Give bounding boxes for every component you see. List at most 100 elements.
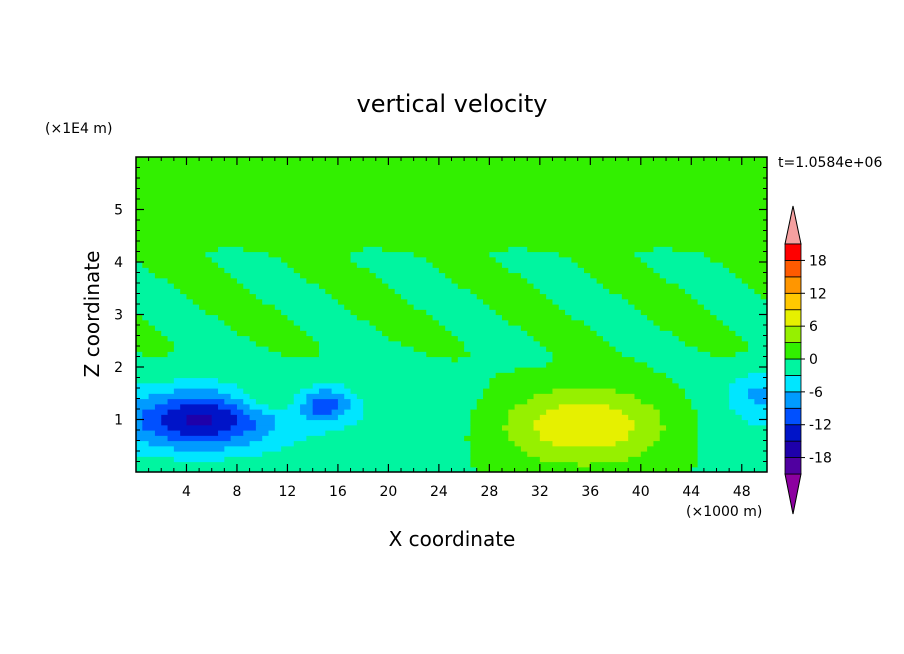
contour-cell (659, 419, 699, 426)
contour-cell (180, 403, 219, 410)
contour-cell (457, 283, 535, 289)
contour-cell (136, 172, 767, 179)
contour-cell (331, 293, 402, 300)
contour-cell (546, 293, 623, 300)
contour-cell (136, 241, 767, 247)
contour-cell (464, 435, 509, 442)
contour-cell (375, 272, 446, 279)
contour-cell (432, 314, 503, 321)
contour-cell (684, 388, 730, 394)
contour-cell (640, 398, 692, 405)
contour-cell (464, 340, 541, 347)
contour-cell (470, 430, 509, 436)
contour-cell (306, 330, 383, 337)
contour-cell (552, 440, 617, 447)
contour-cell (136, 314, 143, 321)
contour-cell (628, 430, 661, 436)
contour-cell (136, 372, 497, 379)
contour-cell (697, 419, 749, 426)
contour-cell (136, 419, 143, 426)
colorbar-band (784, 342, 802, 360)
contour-cell (230, 272, 301, 279)
contour-cell (136, 288, 181, 295)
contour-cell (344, 424, 472, 431)
contour-cell (401, 293, 478, 300)
contour-cell (306, 398, 314, 405)
contour-cell (287, 403, 301, 410)
contour-cell (659, 414, 699, 421)
contour-cell (173, 388, 219, 394)
contour-cell (161, 330, 238, 337)
contour-cell (136, 293, 188, 300)
contour-cell (136, 335, 169, 342)
contour-cell (451, 330, 528, 337)
contour-cell (729, 398, 755, 405)
contour-cell (136, 367, 516, 373)
contour-cell (136, 178, 767, 184)
x-tick-label: 32 (531, 484, 549, 500)
contour-cell (697, 461, 767, 468)
contour-cell (148, 440, 251, 447)
contour-cell (558, 251, 636, 258)
contour-cell (710, 351, 737, 358)
contour-cell (136, 382, 238, 389)
contour-cell (281, 309, 352, 316)
contour-cell (243, 409, 263, 415)
contour-cell (760, 293, 767, 300)
contour-cell (634, 356, 767, 363)
contour-cell (293, 267, 371, 274)
contour-cell (262, 409, 301, 415)
contour-cell (659, 409, 699, 415)
chart-title: vertical velocity (357, 90, 548, 118)
contour-cell (224, 445, 282, 452)
contour-cell (318, 351, 427, 358)
contour-cell (142, 351, 169, 358)
contour-cell (262, 435, 307, 442)
contour-cell (136, 220, 767, 226)
contour-cell (438, 267, 509, 274)
contour-cell (249, 440, 295, 447)
contour-cell (136, 199, 767, 205)
contour-cell (274, 424, 345, 431)
contour-cell (224, 319, 295, 326)
contour-cell (287, 314, 358, 321)
contour-cell (173, 346, 270, 352)
time-label: t=1.0584e+06 (778, 155, 882, 171)
contour-cell (697, 414, 743, 421)
contour-cell (154, 403, 181, 410)
contour-cell (142, 424, 169, 431)
contour-cell (306, 277, 383, 284)
contour-cell (691, 398, 730, 405)
x-tick-label: 28 (480, 484, 498, 500)
contour-cell (136, 309, 207, 316)
contour-cell (470, 419, 509, 426)
x-tick-label: 48 (733, 484, 751, 500)
y-tick-label: 5 (114, 203, 123, 219)
contour-cell (539, 340, 610, 347)
contour-cell (363, 403, 478, 410)
contour-cell (552, 356, 636, 363)
contour-cell (729, 325, 767, 331)
contour-cell (136, 330, 162, 337)
contour-cell (136, 466, 478, 472)
contour-cell (678, 283, 749, 289)
contour-cell (161, 419, 188, 426)
contour-cell (394, 288, 472, 295)
contour-cell (363, 414, 472, 421)
contour-cell (211, 256, 282, 263)
contour-cell (470, 445, 522, 452)
contour-cell (312, 382, 345, 389)
contour-cell (508, 267, 585, 274)
contour-cell (413, 346, 465, 352)
contour-cell (236, 403, 251, 410)
contour-cell (653, 319, 724, 326)
x-axis-label: X coordinate (389, 527, 516, 551)
contour-cell (697, 435, 767, 442)
contour-cell (142, 262, 219, 268)
contour-cell (255, 419, 276, 426)
contour-cell (218, 246, 244, 253)
contour-cell (615, 440, 655, 447)
contour-cell (312, 398, 339, 405)
contour-cell (293, 393, 307, 400)
